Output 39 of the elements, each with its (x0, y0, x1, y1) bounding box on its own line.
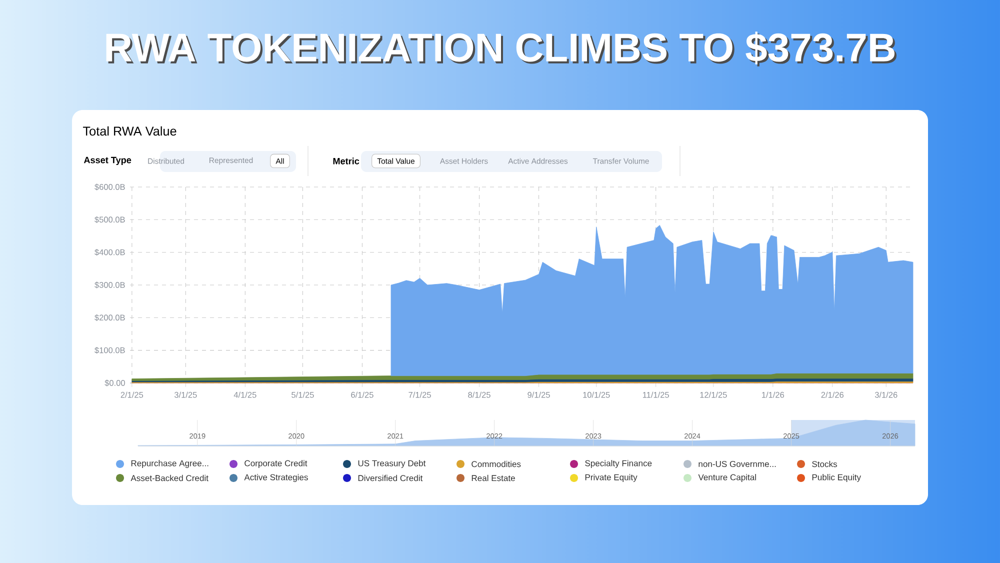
x-tick-label: 4/1/25 (234, 392, 256, 398)
y-tick-label: $400.0B (94, 249, 125, 256)
x-tick-label: 12/1/25 (700, 392, 727, 398)
x-tick-label: 7/1/25 (408, 392, 431, 398)
x-tick-label: 11/1/25 (642, 392, 669, 398)
x-tick-label: 1/1/26 (762, 392, 784, 398)
x-tick-label: 6/1/25 (351, 392, 374, 398)
legend-label: Stocks (812, 460, 838, 468)
legend-label: Diversified Credit (358, 474, 423, 482)
x-tick-label: 8/1/25 (468, 392, 490, 398)
legend-label: Private Equity (585, 474, 638, 482)
legend-label: Asset-Backed Credit (130, 474, 208, 482)
text: Asset Type (84, 156, 132, 166)
legend-label: Commodities (472, 460, 521, 468)
chart-title: RWA TOKENIZATION CLIMBS TO $373.7B (108, 34, 897, 66)
legend-label: US Treasury Debt (358, 460, 426, 468)
x-tick-label: 10/1/25 (583, 392, 610, 398)
legend-label: Venture Capital (698, 474, 756, 482)
y-tick-label: $600.0B (94, 184, 125, 190)
legend-label: Public Equity (812, 474, 862, 482)
chart-subtitle: Total RWA Value (83, 126, 176, 136)
legend-label: Active Strategies (244, 474, 308, 482)
x-tick-label: 2/1/25 (120, 392, 144, 398)
x-tick-label: 3/1/26 (874, 392, 898, 398)
y-tick-label: $500.0B (94, 216, 125, 224)
legend-label: non-US Governme... (698, 460, 776, 468)
y-tick-label: $200.0B (94, 314, 125, 321)
legend-label: Real Estate (472, 474, 515, 482)
y-tick-label: $0.00 (104, 380, 125, 386)
legend-label: Repurchase Agree... (131, 460, 208, 468)
x-tick-label: 5/1/25 (292, 392, 314, 398)
y-tick-label: $100.0B (94, 346, 125, 354)
x-tick-label: 2/1/26 (821, 392, 844, 398)
legend-label: Corporate Credit (244, 460, 308, 468)
y-tick-label: $300.0B (94, 282, 125, 288)
text: Metric (333, 158, 360, 164)
x-tick-label: 3/1/25 (174, 392, 197, 398)
x-tick-label: 9/1/25 (528, 392, 550, 398)
legend-label: Specialty Finance (585, 460, 652, 468)
